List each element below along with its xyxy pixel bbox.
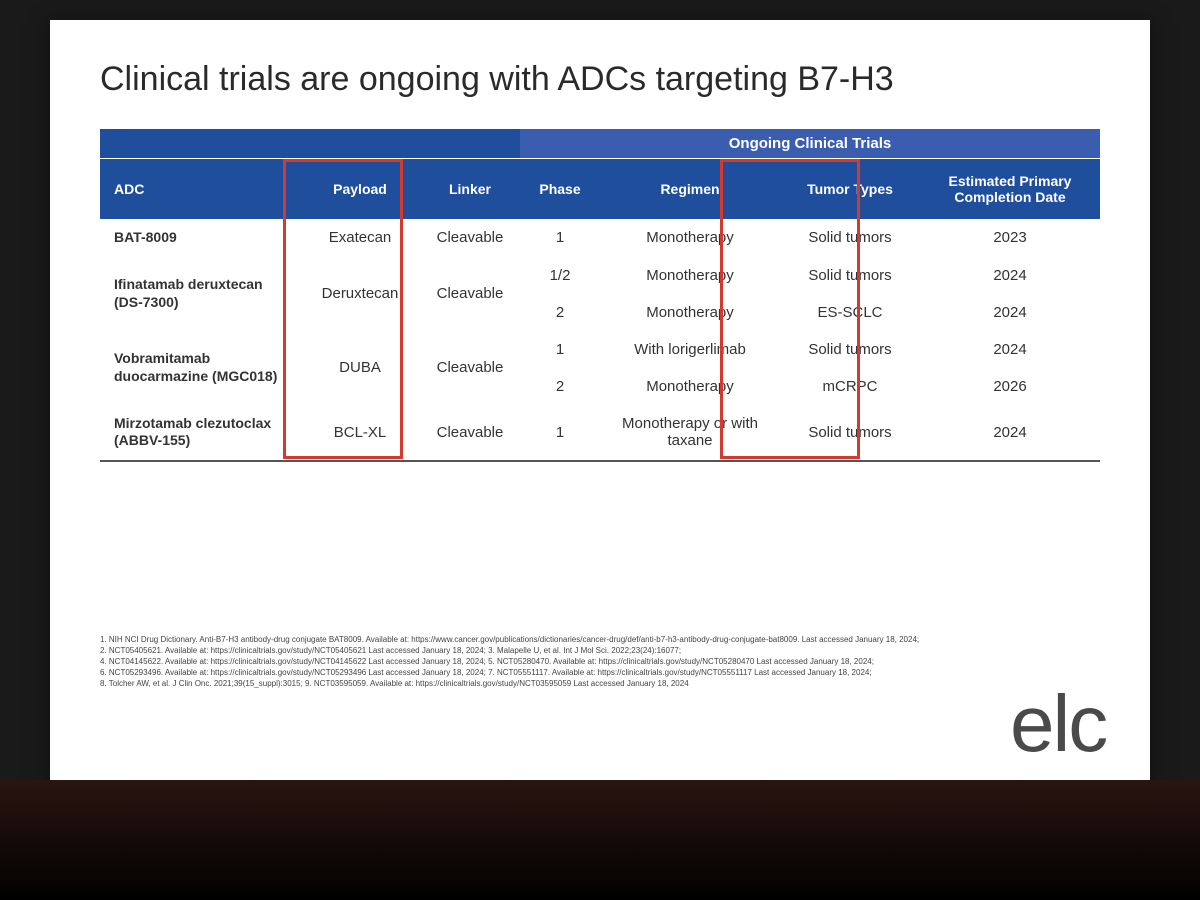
cell-phase: 2 (520, 368, 600, 405)
cell-regimen: Monotherapy (600, 368, 780, 405)
footnote-line: 1. NIH NCI Drug Dictionary. Anti-B7-H3 a… (100, 635, 1100, 645)
table-row: Mirzotamab clezutoclax (ABBV-155)BCL-XLC… (100, 405, 1100, 461)
col-payload: Payload (300, 159, 420, 220)
col-tumor: Tumor Types (780, 159, 920, 220)
footnotes: 1. NIH NCI Drug Dictionary. Anti-B7-H3 a… (100, 635, 1100, 690)
cell-linker: Cleavable (420, 331, 520, 405)
stage-apron (0, 780, 1200, 900)
cell-payload: DUBA (300, 331, 420, 405)
table-container: Ongoing Clinical Trials ADC Payload Link… (100, 129, 1100, 462)
cell-adc: Ifinatamab deruxtecan (DS-7300) (100, 257, 300, 331)
cell-phase: 2 (520, 294, 600, 331)
cell-linker: Cleavable (420, 219, 520, 257)
cell-tumor: Solid tumors (780, 405, 920, 461)
col-regimen: Regimen (600, 159, 780, 220)
cell-tumor: ES-SCLC (780, 294, 920, 331)
col-date: Estimated Primary Completion Date (920, 159, 1100, 220)
cell-adc: Mirzotamab clezutoclax (ABBV-155) (100, 405, 300, 461)
col-phase: Phase (520, 159, 600, 220)
cell-regimen: Monotherapy (600, 294, 780, 331)
cell-tumor: Solid tumors (780, 331, 920, 368)
cell-regimen: Monotherapy (600, 219, 780, 257)
cell-adc: BAT-8009 (100, 219, 300, 257)
cell-phase: 1 (520, 405, 600, 461)
cell-payload: BCL-XL (300, 405, 420, 461)
footnote-line: 6. NCT05293496. Available at: https://cl… (100, 668, 1100, 678)
cell-date: 2026 (920, 368, 1100, 405)
cell-linker: Cleavable (420, 257, 520, 331)
cell-date: 2024 (920, 405, 1100, 461)
table-header-row: ADC Payload Linker Phase Regimen Tumor T… (100, 159, 1100, 220)
cell-date: 2024 (920, 331, 1100, 368)
cell-regimen: Monotherapy or with taxane (600, 405, 780, 461)
footnote-line: 2. NCT05405621. Available at: https://cl… (100, 646, 1100, 656)
footnote-line: 8. Tolcher AW, et al. J Clin Onc. 2021;3… (100, 679, 1100, 689)
table-row: BAT-8009ExatecanCleavable1MonotherapySol… (100, 219, 1100, 257)
table-row: Vobramitamab duocarmazine (MGC018)DUBACl… (100, 331, 1100, 368)
cell-phase: 1/2 (520, 257, 600, 294)
cell-regimen: Monotherapy (600, 257, 780, 294)
cell-adc: Vobramitamab duocarmazine (MGC018) (100, 331, 300, 405)
clinical-trials-table: Ongoing Clinical Trials ADC Payload Link… (100, 129, 1100, 462)
col-adc: ADC (100, 159, 300, 220)
cell-date: 2024 (920, 294, 1100, 331)
slide-title: Clinical trials are ongoing with ADCs ta… (100, 60, 1100, 99)
cell-tumor: mCRPC (780, 368, 920, 405)
footnote-line: 4. NCT04145622. Available at: https://cl… (100, 657, 1100, 667)
cell-regimen: With lorigerlimab (600, 331, 780, 368)
cell-date: 2024 (920, 257, 1100, 294)
spanner-label: Ongoing Clinical Trials (520, 129, 1100, 159)
cell-date: 2023 (920, 219, 1100, 257)
cell-payload: Exatecan (300, 219, 420, 257)
presentation-slide: Clinical trials are ongoing with ADCs ta… (50, 20, 1150, 780)
cell-payload: Deruxtecan (300, 257, 420, 331)
cell-phase: 1 (520, 219, 600, 257)
cell-linker: Cleavable (420, 405, 520, 461)
brand-logo-fragment: elc (1010, 678, 1150, 770)
cell-tumor: Solid tumors (780, 219, 920, 257)
spanner-blank (100, 129, 520, 159)
cell-phase: 1 (520, 331, 600, 368)
cell-tumor: Solid tumors (780, 257, 920, 294)
col-linker: Linker (420, 159, 520, 220)
table-row: Ifinatamab deruxtecan (DS-7300)Deruxteca… (100, 257, 1100, 294)
table-spanner-row: Ongoing Clinical Trials (100, 129, 1100, 159)
